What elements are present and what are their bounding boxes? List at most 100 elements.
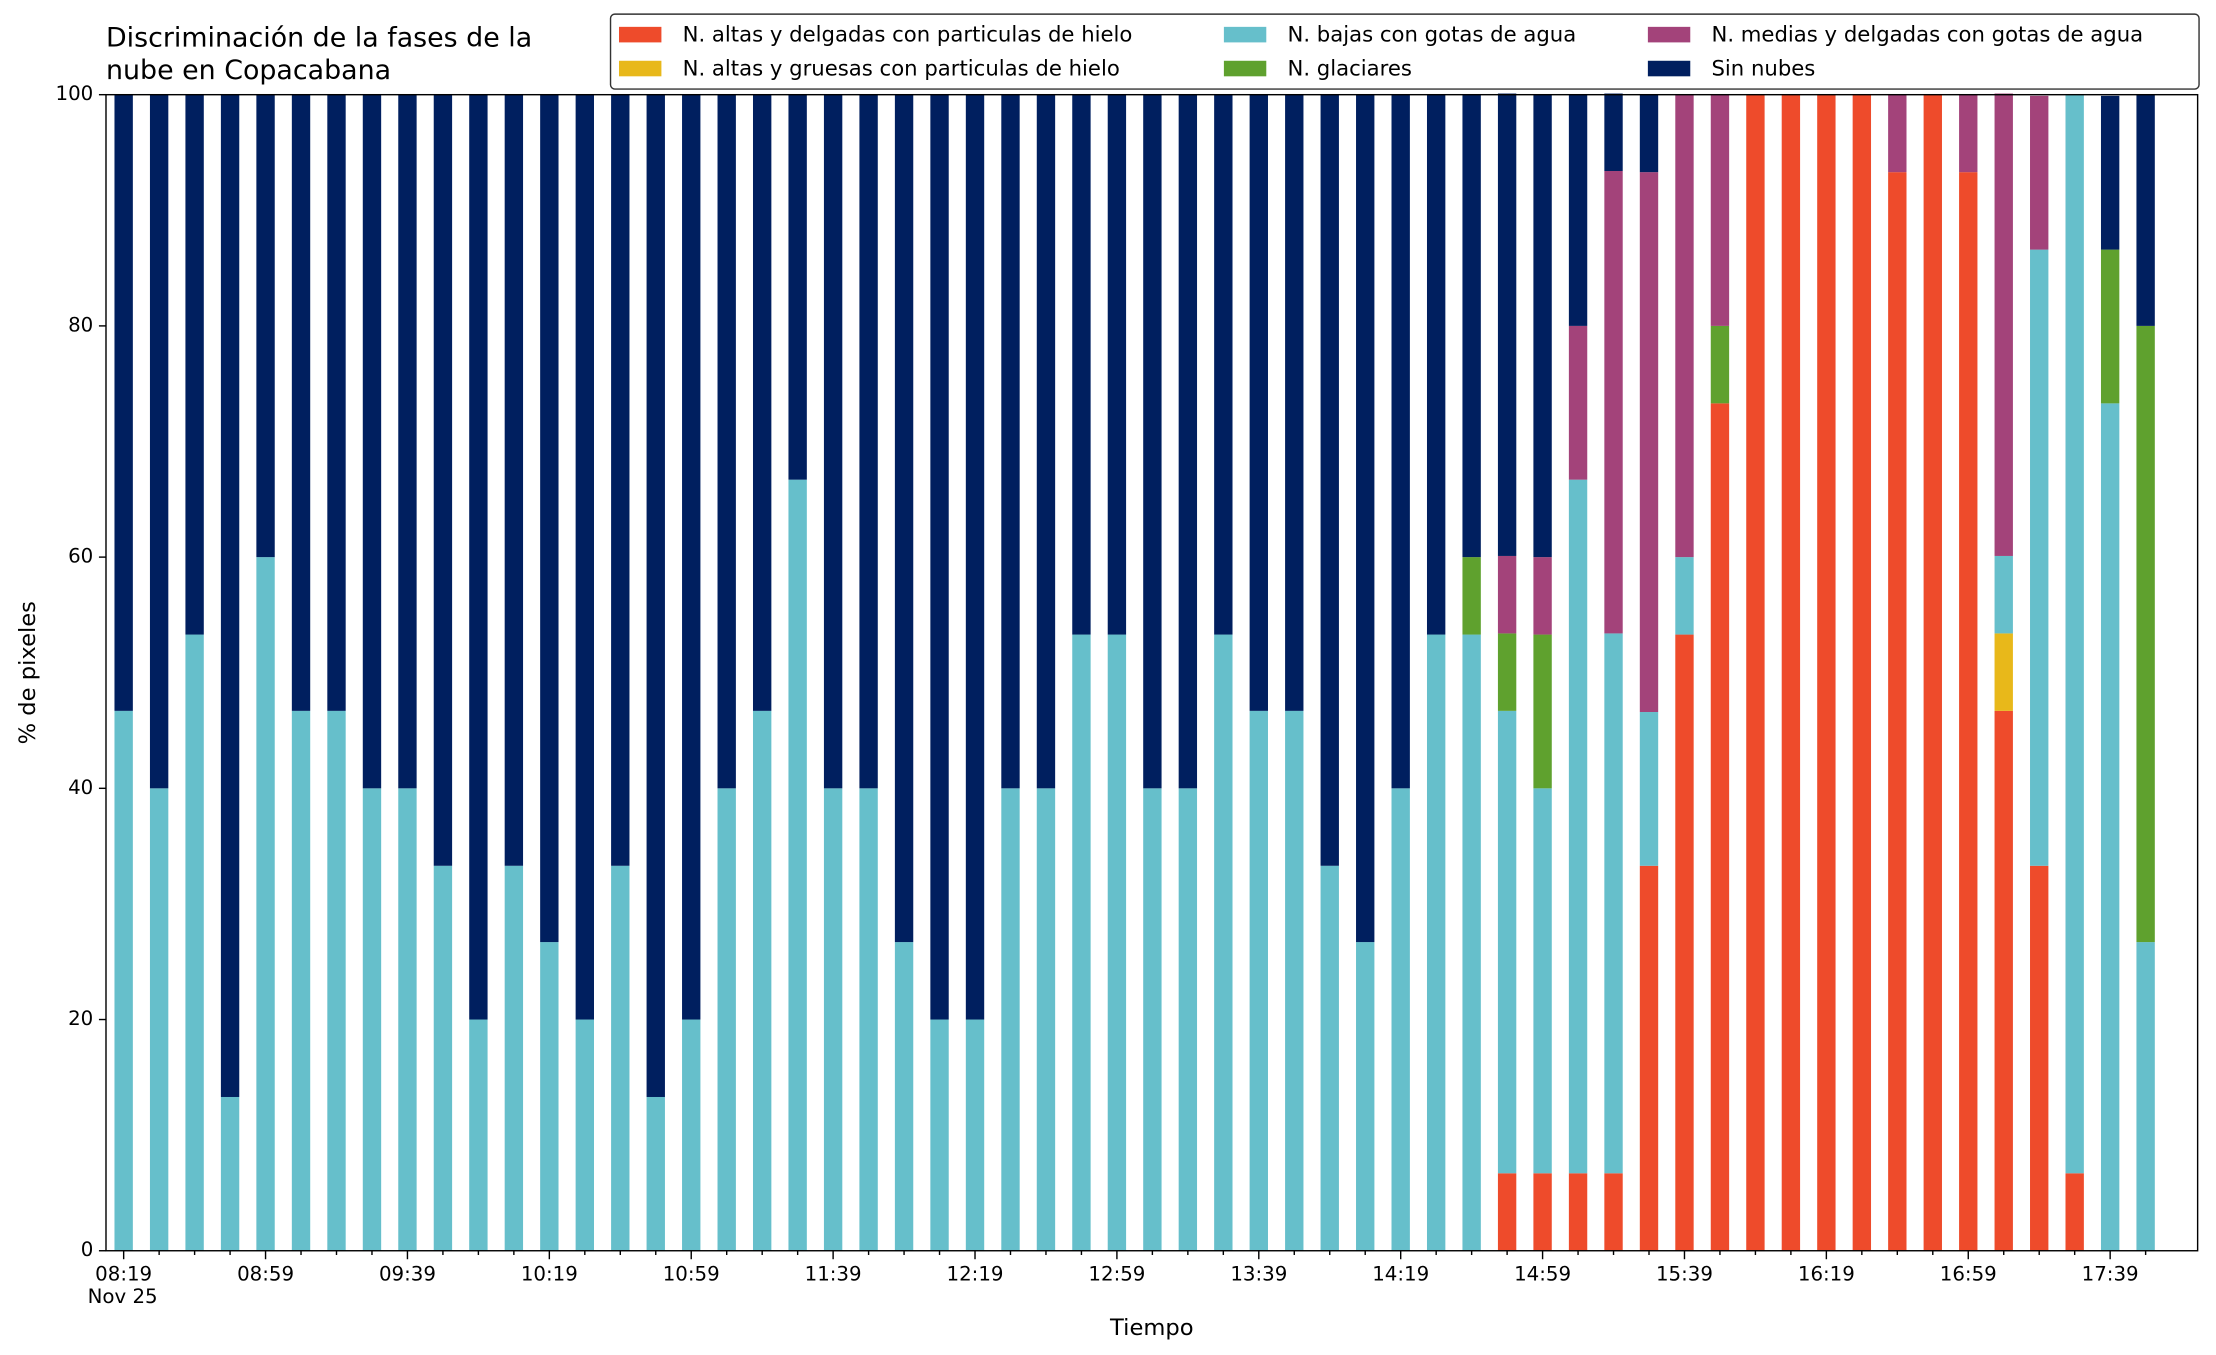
- bar-segment: [327, 710, 346, 1251]
- bar-segment: [1462, 634, 1481, 1251]
- bar-segment: [1497, 93, 1517, 556]
- bar-segment: [291, 94, 311, 711]
- legend-label: Sin nubes: [1711, 55, 1815, 80]
- bar-segment: [1107, 94, 1127, 635]
- bar-segment: [1639, 712, 1659, 866]
- bar-segment: [717, 788, 736, 1251]
- bar-segment: [1462, 557, 1481, 635]
- bar-segment: [1533, 788, 1552, 1174]
- bar-segment: [1497, 555, 1517, 634]
- x-tick-label: 15:39: [1656, 1262, 1713, 1285]
- bar-segment: [1036, 94, 1056, 789]
- bar-segment: [1923, 94, 1942, 1251]
- bar-segment: [2030, 249, 2049, 866]
- bar-segment: [1710, 403, 1730, 1251]
- date-label: Nov 25: [88, 1285, 158, 1308]
- bar-segment: [1568, 94, 1588, 326]
- bar-segment: [752, 94, 772, 711]
- x-tick-label: 16:59: [1940, 1262, 1997, 1285]
- legend-swatch: [619, 60, 662, 77]
- bar-segment: [185, 634, 204, 1251]
- bar-segment: [1178, 788, 1198, 1251]
- bar-segment: [1639, 94, 1659, 173]
- x-tick-label: 12:19: [947, 1262, 1004, 1285]
- bar-segment: [1072, 634, 1091, 1251]
- bar-segment: [1959, 172, 1978, 1251]
- bar-segment: [1285, 94, 1304, 711]
- x-tick-label: 10:59: [663, 1262, 720, 1285]
- bar-segment: [1675, 634, 1694, 1251]
- bar-segment: [1072, 94, 1091, 635]
- x-tick-label: 08:59: [237, 1262, 294, 1285]
- bar-segment: [1888, 94, 1907, 173]
- bar-segment: [1604, 1173, 1623, 1251]
- bar-segment: [362, 94, 382, 789]
- bar-segment: [1143, 94, 1162, 789]
- bar-segment: [1249, 94, 1268, 711]
- bar-segment: [1391, 788, 1410, 1251]
- bar-segment: [469, 94, 488, 1020]
- x-tick-label: 08:19: [95, 1262, 152, 1285]
- bar-segment: [1994, 93, 2013, 556]
- bar-segment: [930, 94, 949, 1020]
- bar-segment: [1994, 710, 2013, 1251]
- bar-segment: [540, 942, 559, 1251]
- bar-segment: [2100, 403, 2120, 1251]
- bar-segment: [646, 94, 665, 1097]
- bar-segment: [1214, 94, 1233, 635]
- bar-segment: [220, 94, 240, 1097]
- legend-swatch: [1223, 60, 1267, 77]
- bar-segment: [2100, 249, 2120, 404]
- x-tick-label: 11:39: [805, 1262, 862, 1285]
- bar-segment: [1462, 94, 1481, 558]
- bar-segment: [1320, 865, 1339, 1251]
- bar-segment: [1143, 788, 1162, 1251]
- bar-segment: [1497, 710, 1517, 1174]
- bar-segment: [398, 788, 417, 1251]
- bar-segment: [2136, 94, 2155, 326]
- bar-segment: [1285, 710, 1304, 1251]
- y-tick-label: 100: [56, 82, 94, 105]
- bar-segment: [1994, 555, 2013, 634]
- bar-segment: [682, 94, 701, 1020]
- legend-label: N. medias y delgadas con gotas de agua: [1711, 21, 2143, 46]
- legend-label: N. glaciares: [1287, 55, 1411, 80]
- bar-segment: [752, 710, 772, 1251]
- bar-segment: [540, 94, 559, 943]
- bar-segment: [1959, 94, 1978, 173]
- bar-segment: [256, 94, 275, 558]
- bar-segment: [1568, 1173, 1588, 1251]
- legend-label: N. bajas con gotas de agua: [1287, 21, 1576, 46]
- x-tick-label: 13:39: [1230, 1262, 1287, 1285]
- bar-segment: [894, 942, 914, 1251]
- chart-title: Discriminación de la fases de la nube en…: [105, 22, 533, 87]
- x-tick-label: 16:19: [1798, 1262, 1855, 1285]
- bar-segment: [1994, 633, 2013, 711]
- bar-segment: [1888, 172, 1907, 1251]
- bar-segment: [327, 94, 346, 711]
- bar-segment: [504, 865, 524, 1251]
- bar-segment: [149, 94, 169, 789]
- bar-segment: [398, 94, 417, 789]
- bar-segment: [1214, 634, 1233, 1251]
- bar-segment: [1391, 94, 1410, 789]
- bar-segment: [256, 557, 275, 1251]
- bar-segment: [1320, 94, 1339, 866]
- bar-segment: [1675, 94, 1694, 558]
- bar-segment: [965, 94, 985, 1020]
- bar-segment: [823, 94, 843, 789]
- bar-segment: [1604, 633, 1623, 1174]
- bar-segment: [1178, 94, 1198, 789]
- bar-segment: [859, 788, 878, 1251]
- legend-box: [609, 13, 2200, 90]
- bar-segment: [1107, 634, 1127, 1251]
- bar-segment: [2065, 94, 2084, 1174]
- legend-swatch: [1647, 26, 1691, 43]
- bar-segment: [1356, 94, 1375, 943]
- bar-segment: [575, 94, 594, 1020]
- bar-segment: [1249, 710, 1268, 1251]
- bar-segment: [717, 94, 736, 789]
